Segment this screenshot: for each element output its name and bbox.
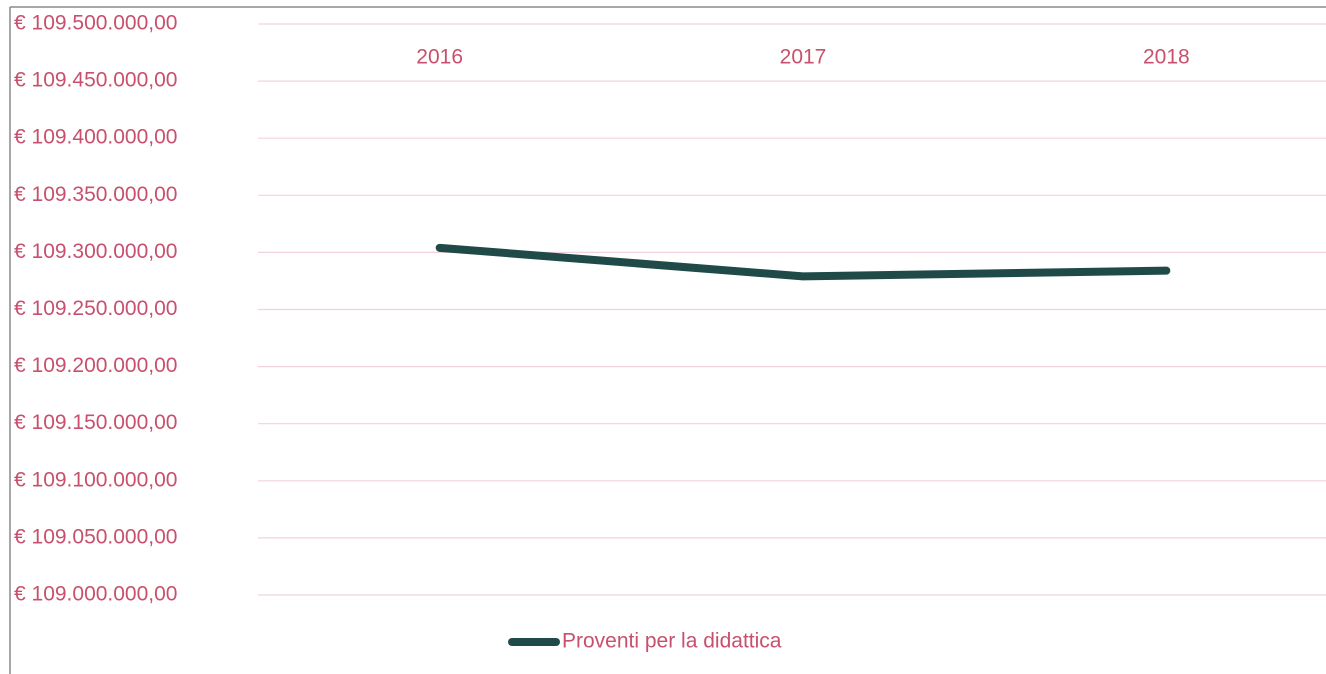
data-line [435, 243, 1171, 281]
y-tick-label: € 109.350.000,00 [14, 183, 178, 206]
y-tick-label: € 109.300.000,00 [14, 240, 178, 263]
y-tick-label: € 109.250.000,00 [14, 297, 178, 320]
x-tick-label: 2017 [780, 46, 827, 69]
legend-label: Proventi per la didattica [562, 630, 782, 653]
y-tick-label: € 109.100.000,00 [14, 468, 178, 491]
y-tick-label: € 109.050.000,00 [14, 525, 178, 548]
x-tick-label: 2016 [416, 46, 463, 69]
y-tick-label: € 109.000.000,00 [14, 583, 178, 606]
y-tick-label: € 109.500.000,00 [14, 12, 178, 35]
y-tick-label: € 109.150.000,00 [14, 411, 178, 434]
y-tick-label: € 109.400.000,00 [14, 126, 178, 149]
y-tick-label: € 109.450.000,00 [14, 69, 178, 92]
y-tick-label: € 109.200.000,00 [14, 354, 178, 377]
x-tick-label: 2018 [1143, 46, 1190, 69]
